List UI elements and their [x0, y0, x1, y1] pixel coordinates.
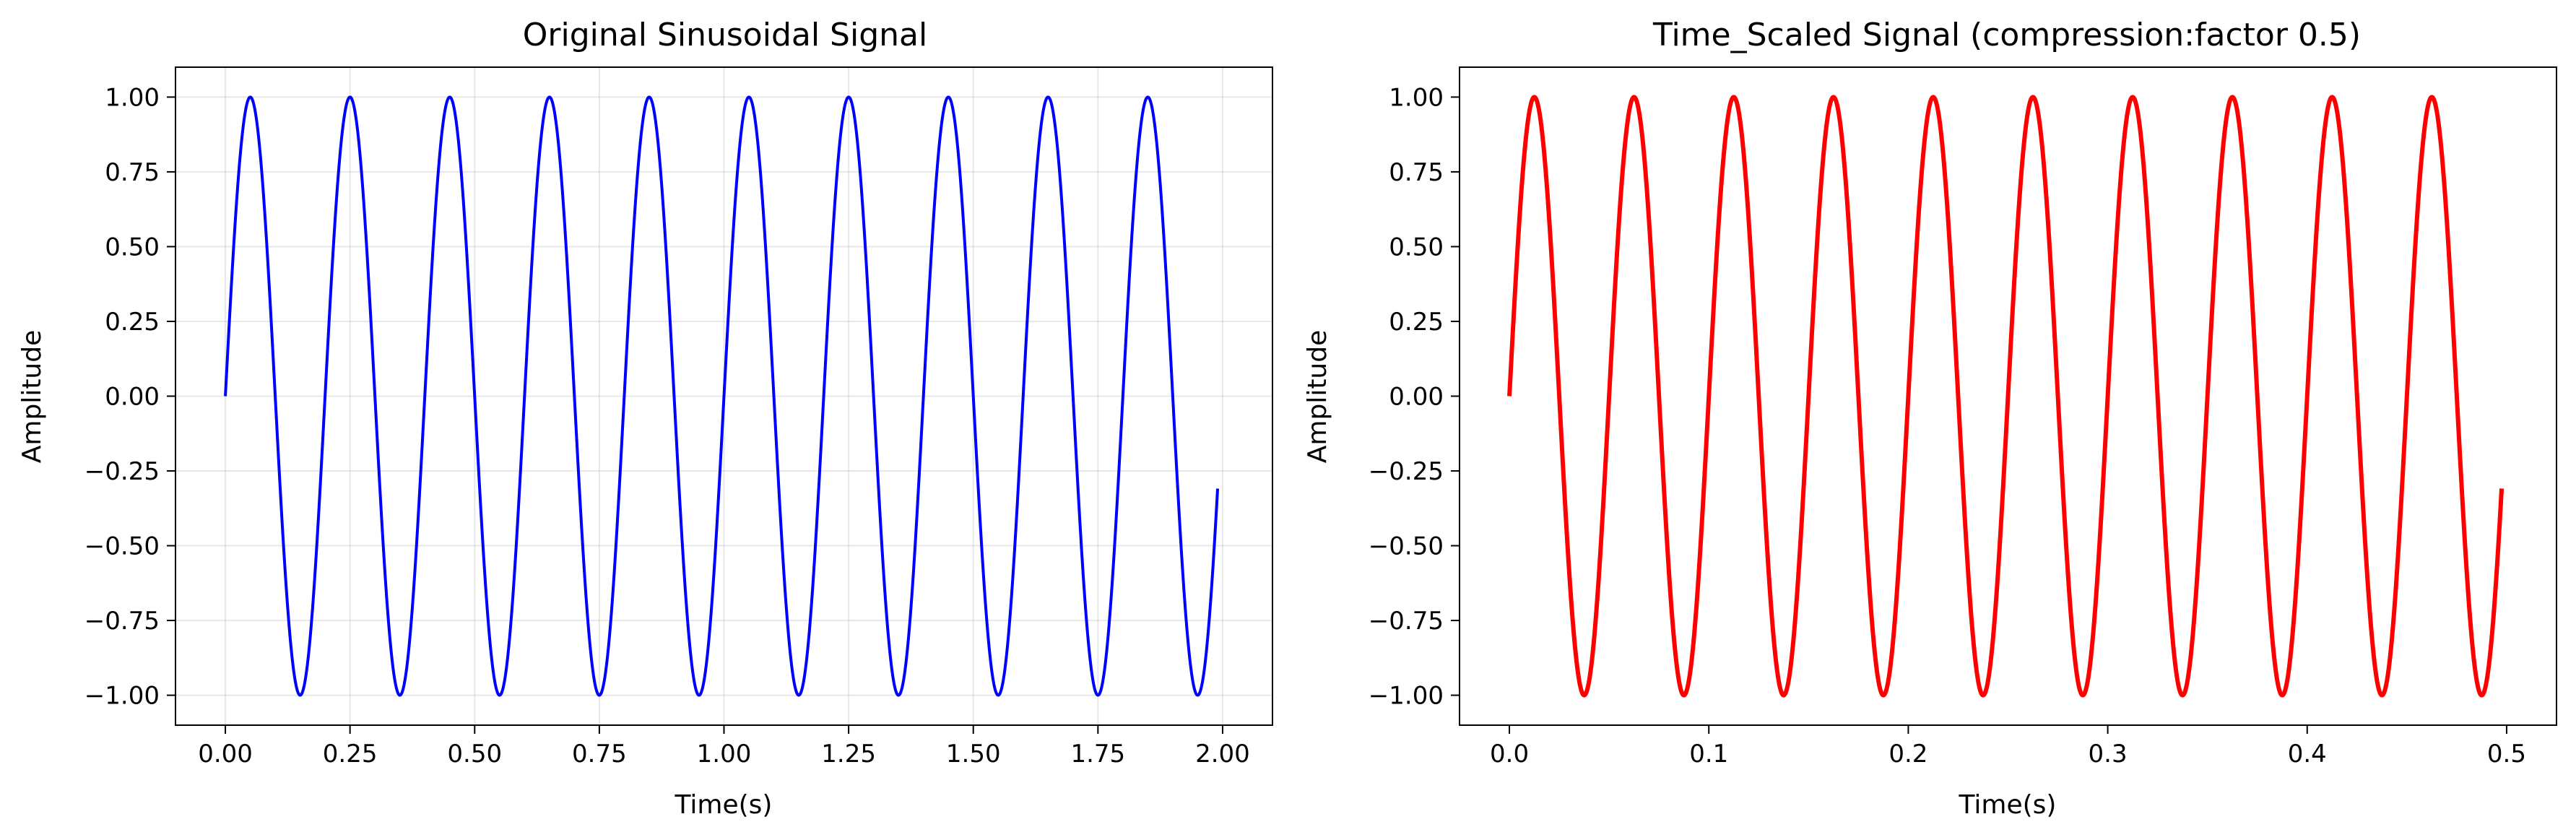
x-tick-label: 0.25 [323, 740, 378, 768]
right-y-axis-label: Amplitude [1303, 330, 1332, 463]
y-tick-label: −0.75 [84, 607, 160, 636]
x-tick-label: 0.75 [572, 740, 627, 768]
y-tick-label: −1.00 [84, 682, 160, 711]
y-tick-label: −1.00 [1369, 682, 1444, 711]
y-tick-label: −0.75 [1369, 607, 1444, 636]
y-tick-label: −0.50 [1369, 532, 1444, 561]
x-tick-label: 0.00 [198, 740, 253, 768]
x-tick-label: 1.50 [946, 740, 1001, 768]
y-tick-label: 0.75 [1389, 158, 1444, 187]
x-tick-label: 0.5 [2487, 740, 2526, 768]
y-tick-label: 0.50 [1389, 233, 1444, 261]
y-tick-label: 1.00 [105, 83, 160, 112]
right-x-ticks: 0.0 0.1 0.2 0.3 0.4 0.5 [1490, 725, 2526, 768]
y-tick-label: 0.50 [105, 233, 160, 261]
y-tick-label: 0.75 [105, 158, 160, 187]
y-tick-label: 0.25 [1389, 308, 1444, 337]
x-tick-label: 0.3 [2089, 740, 2128, 768]
y-tick-label: 1.00 [1389, 83, 1444, 112]
right-chart-title: Time_Scaled Signal (compression:factor 0… [1652, 17, 2361, 53]
y-tick-label: 0.00 [1389, 383, 1444, 412]
x-tick-label: 1.25 [821, 740, 876, 768]
x-tick-label: 1.75 [1070, 740, 1125, 768]
left-series-layer [224, 95, 1220, 697]
left-y-ticks: −1.00 −0.75 −0.50 −0.25 0.00 0.25 0.50 0.75 1.00 [84, 83, 175, 711]
left-x-ticks: 0.00 0.25 0.50 0.75 1.00 1.25 1.50 1.75 2.00 [198, 725, 1250, 768]
right-x-axis-label: Time(s) [1959, 790, 2057, 820]
series-line-0 [1507, 95, 2505, 698]
y-tick-label: −0.50 [84, 532, 160, 561]
series-line-0 [224, 95, 1220, 697]
left-x-axis-label: Time(s) [675, 790, 773, 820]
x-tick-label: 0.50 [447, 740, 502, 768]
left-chart-title: Original Sinusoidal Signal [523, 17, 927, 53]
left-y-axis-label: Amplitude [17, 330, 47, 463]
right-subplot: Time_Scaled Signal (compression:factor 0… [1303, 17, 2557, 820]
right-y-ticks: −1.00 −0.75 −0.50 −0.25 0.00 0.25 0.50 0.75 1.00 [1369, 83, 1460, 711]
x-tick-label: 0.0 [1490, 740, 1529, 768]
left-subplot: Original Sinusoidal Signal 0.00 0.25 0.50 0… [17, 17, 1273, 820]
right-series-layer [1507, 95, 2505, 698]
y-tick-label: 0.25 [105, 308, 160, 337]
x-tick-label: 1.00 [697, 740, 752, 768]
x-tick-label: 0.4 [2288, 740, 2327, 768]
y-tick-label: −0.25 [84, 457, 160, 486]
x-tick-label: 0.1 [1689, 740, 1728, 768]
x-tick-label: 2.00 [1195, 740, 1250, 768]
y-tick-label: 0.00 [105, 383, 160, 412]
x-tick-label: 0.2 [1888, 740, 1927, 768]
y-tick-label: −0.25 [1369, 457, 1444, 486]
